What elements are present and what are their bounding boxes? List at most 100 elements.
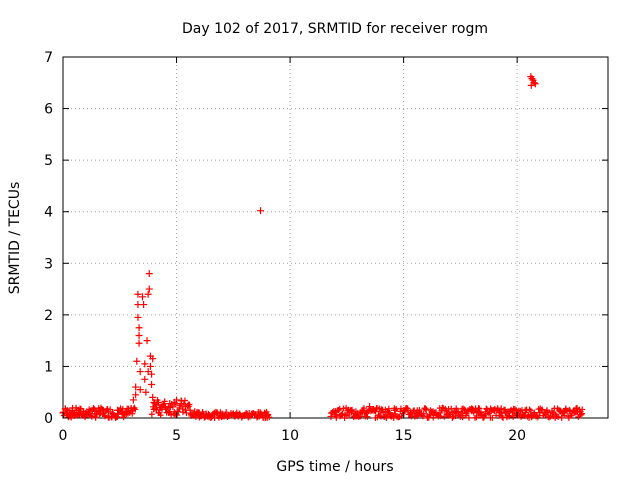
data-point — [123, 407, 131, 415]
dense-bands — [60, 397, 586, 421]
band-marker — [132, 406, 139, 413]
data-point — [372, 405, 380, 413]
data-point — [143, 337, 151, 345]
data-point — [527, 81, 535, 89]
band-marker — [349, 406, 356, 413]
data-point — [452, 408, 460, 416]
data-point — [345, 409, 353, 417]
data-point — [445, 410, 453, 418]
data-point — [104, 408, 112, 416]
data-point — [459, 409, 467, 417]
data-point — [157, 404, 165, 412]
band-marker — [526, 406, 533, 413]
data-point — [327, 412, 335, 420]
data-point — [95, 407, 103, 415]
data-point — [247, 410, 255, 418]
data-point — [520, 411, 528, 419]
y-axis-ticks: 0 1 2 3 4 5 6 7 — [44, 50, 608, 427]
data-point — [134, 290, 142, 298]
band-marker — [376, 412, 383, 419]
data-point — [136, 386, 144, 394]
data-point — [148, 380, 156, 388]
band-marker — [265, 411, 272, 418]
band-marker — [88, 413, 95, 420]
data-point — [146, 362, 154, 370]
y-tick-label: 1 — [44, 359, 53, 375]
band-marker — [174, 408, 181, 415]
data-point — [550, 410, 557, 418]
band-marker — [533, 413, 540, 420]
band-marker — [568, 412, 575, 419]
data-point — [377, 408, 385, 416]
data-point — [468, 407, 476, 415]
x-tick-label: 0 — [59, 428, 68, 444]
data-point — [136, 368, 144, 376]
y-tick-label: 3 — [44, 256, 53, 272]
data-point — [528, 75, 536, 83]
data-point — [481, 408, 489, 416]
x-tick-label: 20 — [508, 428, 526, 444]
data-point — [429, 408, 437, 416]
band-marker — [340, 405, 347, 412]
data-point — [543, 408, 551, 416]
x-axis-ticks: 0 5 10 15 20 — [59, 57, 526, 444]
data-point — [140, 301, 148, 309]
data-point — [254, 411, 262, 419]
data-point — [572, 408, 580, 416]
data-point — [166, 400, 174, 408]
data-point — [257, 207, 265, 215]
data-point — [577, 411, 585, 419]
data-point — [173, 396, 181, 404]
band-marker — [472, 414, 479, 421]
data-point — [148, 370, 156, 378]
band-marker — [148, 411, 155, 418]
data-point — [141, 375, 149, 383]
data-point — [497, 405, 505, 413]
data-points — [59, 73, 585, 420]
band-marker — [579, 406, 586, 413]
data-point — [490, 406, 498, 414]
band-marker — [357, 413, 364, 420]
data-point — [149, 393, 157, 401]
band-marker — [510, 413, 517, 420]
band-marker — [169, 403, 176, 410]
band-marker — [465, 414, 472, 421]
data-point — [359, 406, 367, 414]
data-point — [209, 410, 217, 418]
y-tick-label: 7 — [44, 50, 53, 66]
data-point — [422, 406, 430, 414]
data-point — [61, 405, 69, 413]
data-point — [145, 270, 153, 278]
data-point — [134, 313, 142, 321]
data-point — [142, 388, 150, 396]
band-marker — [181, 397, 188, 404]
data-point — [141, 360, 149, 368]
data-point — [225, 411, 233, 419]
data-point — [195, 409, 203, 417]
y-tick-label: 6 — [44, 102, 53, 118]
x-axis-label: GPS time / hours — [276, 459, 393, 475]
band-marker — [430, 414, 437, 421]
data-point — [232, 411, 240, 419]
y-tick-label: 2 — [44, 308, 53, 324]
data-point — [338, 410, 346, 418]
data-point — [436, 409, 444, 417]
band-marker — [437, 413, 444, 420]
data-point — [86, 407, 94, 415]
data-point — [186, 406, 194, 414]
data-point — [144, 290, 152, 298]
band-marker — [555, 413, 562, 420]
data-point — [129, 396, 137, 404]
data-point — [109, 410, 117, 418]
data-point — [366, 403, 374, 411]
x-tick-label: 5 — [172, 428, 181, 444]
data-point — [135, 339, 143, 347]
data-point — [70, 410, 78, 418]
x-tick-label: 10 — [281, 428, 299, 444]
data-point — [332, 411, 339, 419]
data-point — [138, 293, 146, 301]
band-marker — [489, 414, 496, 421]
band-marker — [152, 405, 159, 412]
data-point — [413, 407, 421, 415]
data-point — [100, 409, 108, 417]
